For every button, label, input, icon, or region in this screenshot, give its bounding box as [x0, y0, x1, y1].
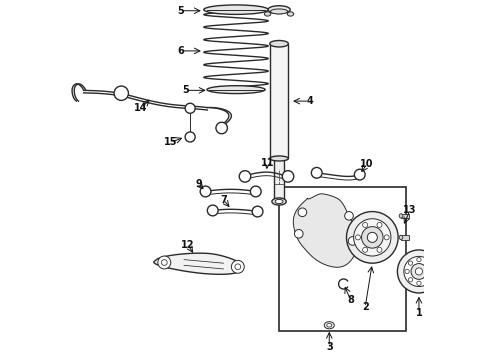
Circle shape: [408, 261, 413, 265]
Circle shape: [363, 247, 368, 252]
Polygon shape: [154, 253, 242, 274]
Circle shape: [405, 269, 409, 274]
Circle shape: [298, 208, 307, 217]
Circle shape: [216, 122, 227, 134]
Polygon shape: [294, 194, 358, 267]
Circle shape: [346, 212, 398, 263]
Ellipse shape: [272, 198, 286, 205]
Text: 9: 9: [195, 179, 202, 189]
Bar: [401, 235, 409, 239]
Circle shape: [282, 171, 294, 182]
Text: 4: 4: [306, 96, 313, 106]
Circle shape: [200, 186, 211, 197]
Circle shape: [161, 260, 167, 265]
Text: 13: 13: [403, 206, 416, 216]
Circle shape: [363, 222, 368, 228]
Text: 5: 5: [182, 85, 189, 95]
Ellipse shape: [270, 41, 289, 47]
Text: 14: 14: [134, 103, 148, 113]
Circle shape: [239, 171, 251, 182]
Text: 11: 11: [261, 158, 274, 168]
Circle shape: [425, 261, 429, 265]
Text: 3: 3: [326, 342, 333, 352]
Circle shape: [417, 257, 421, 262]
Ellipse shape: [324, 321, 334, 329]
Ellipse shape: [268, 6, 290, 14]
Circle shape: [429, 269, 433, 274]
Text: 5: 5: [177, 6, 184, 16]
Text: 10: 10: [360, 159, 374, 169]
Circle shape: [185, 132, 195, 142]
Circle shape: [408, 278, 413, 282]
Circle shape: [404, 256, 434, 287]
Text: 6: 6: [177, 46, 184, 56]
Circle shape: [354, 169, 365, 180]
Circle shape: [377, 247, 382, 252]
Text: 7: 7: [220, 195, 227, 205]
Text: 8: 8: [347, 295, 354, 305]
Circle shape: [417, 281, 421, 285]
Circle shape: [384, 235, 389, 240]
Ellipse shape: [399, 214, 403, 218]
Circle shape: [416, 268, 422, 275]
Text: 1: 1: [416, 308, 422, 318]
Circle shape: [348, 237, 357, 245]
Ellipse shape: [327, 323, 332, 327]
Circle shape: [158, 256, 171, 269]
Circle shape: [354, 219, 391, 256]
Circle shape: [355, 235, 361, 240]
Ellipse shape: [204, 5, 269, 14]
Circle shape: [411, 264, 427, 279]
Circle shape: [425, 278, 429, 282]
Ellipse shape: [270, 9, 288, 14]
Ellipse shape: [399, 235, 403, 239]
Circle shape: [250, 186, 261, 197]
Circle shape: [368, 232, 377, 242]
Bar: [270, 44, 289, 158]
Circle shape: [377, 222, 382, 228]
Text: 12: 12: [181, 239, 195, 249]
Circle shape: [344, 212, 353, 220]
Ellipse shape: [270, 156, 289, 161]
Circle shape: [311, 167, 322, 178]
Ellipse shape: [207, 86, 265, 94]
Circle shape: [114, 86, 128, 100]
Circle shape: [362, 226, 383, 248]
Circle shape: [294, 229, 303, 238]
Circle shape: [397, 250, 441, 293]
Text: 15: 15: [164, 138, 177, 147]
Text: 2: 2: [362, 302, 368, 312]
Bar: [401, 214, 409, 218]
Circle shape: [235, 264, 241, 270]
Ellipse shape: [287, 12, 294, 16]
Circle shape: [231, 260, 245, 273]
Bar: [279, 187, 406, 330]
Ellipse shape: [265, 12, 271, 16]
Circle shape: [252, 206, 263, 217]
Ellipse shape: [275, 199, 283, 204]
Bar: [274, 158, 284, 202]
Circle shape: [207, 205, 218, 216]
Circle shape: [185, 103, 195, 113]
